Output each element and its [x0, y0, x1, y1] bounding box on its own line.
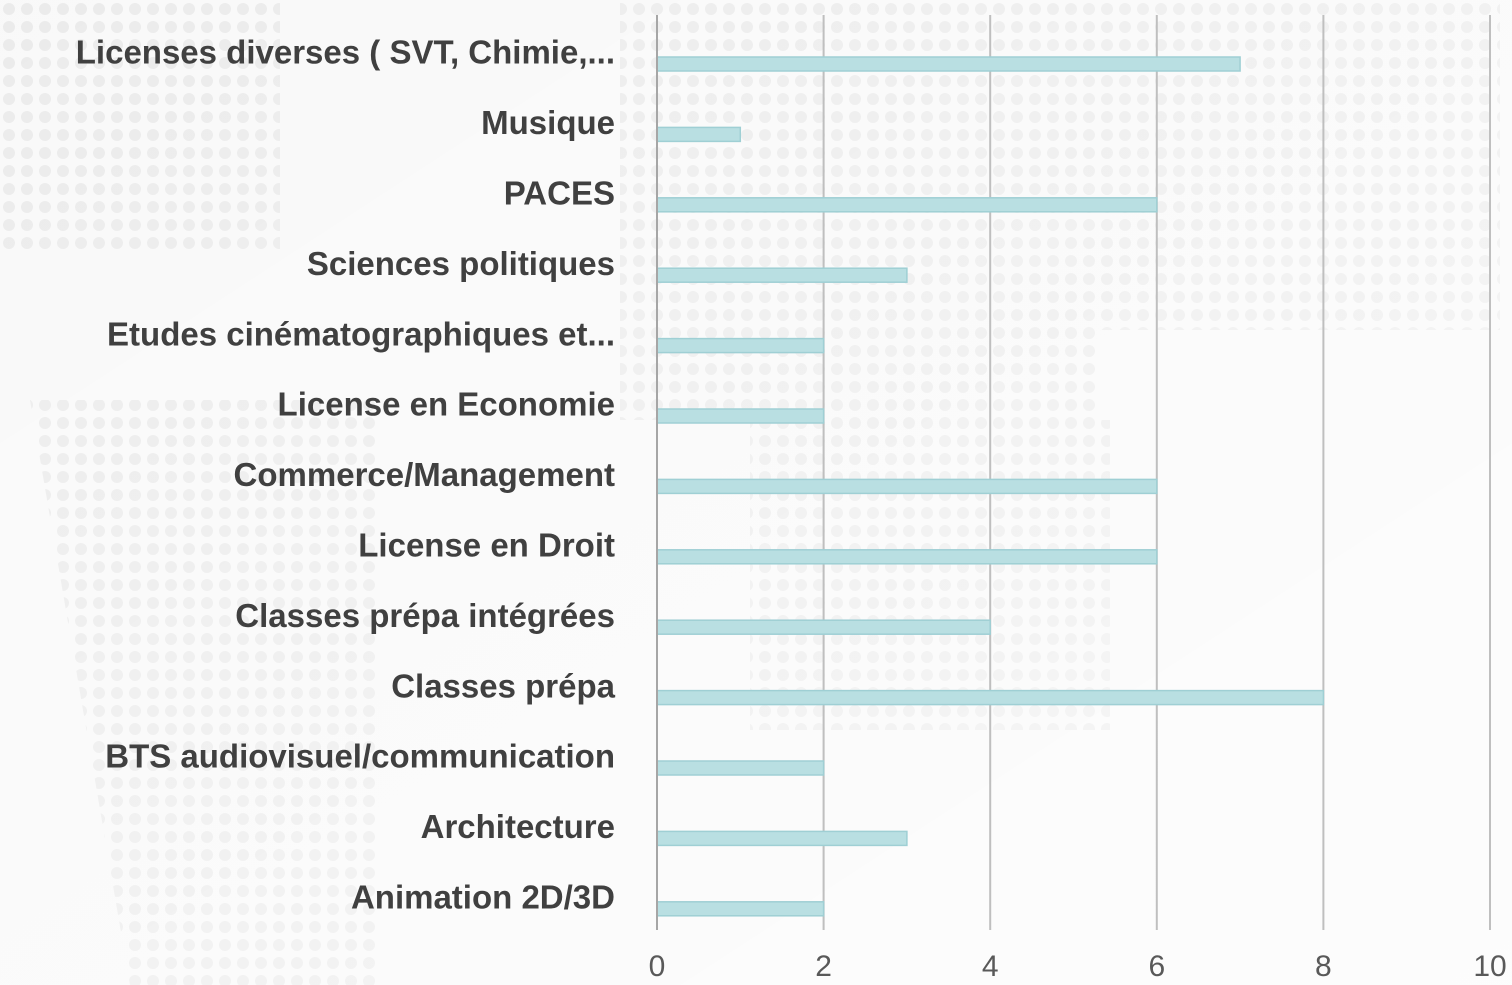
bar	[656, 549, 1158, 565]
y-tick-label: Etudes cinématographiques et...	[107, 315, 615, 352]
bar	[656, 760, 825, 776]
y-tick-label: License en Droit	[358, 527, 615, 564]
y-tick-label: Animation 2D/3D	[351, 879, 615, 916]
y-tick-label: PACES	[504, 175, 615, 212]
x-tick-label: 2	[815, 950, 832, 983]
bar	[656, 197, 1158, 213]
bar	[656, 126, 742, 143]
y-tick-label: Commerce/Management	[234, 456, 615, 493]
bar	[656, 901, 825, 917]
bar	[656, 267, 908, 283]
y-tick-label: BTS audiovisuel/communication	[105, 738, 615, 775]
bar	[656, 619, 991, 635]
bar	[656, 830, 908, 847]
y-tick-label: Licenses diverses ( SVT, Chimie,...	[76, 34, 615, 71]
bar	[656, 56, 1241, 72]
y-tick-label: Musique	[481, 104, 615, 141]
x-tick-label: 0	[649, 950, 666, 983]
y-tick-label: Classes prépa intégrées	[235, 597, 615, 634]
y-tick-label: License en Economie	[278, 386, 615, 423]
x-tick-label: 4	[982, 950, 999, 983]
x-tick-label: 6	[1148, 950, 1165, 983]
y-tick-label: Classes prépa	[391, 667, 615, 704]
bar	[656, 478, 1158, 495]
bar	[656, 689, 1325, 706]
y-tick-label: Sciences politiques	[307, 245, 615, 282]
x-tick-label: 8	[1315, 950, 1332, 983]
x-tick-label: 10	[1473, 950, 1506, 983]
bar	[656, 337, 825, 354]
bar	[656, 408, 825, 424]
y-tick-label: Architecture	[421, 808, 615, 845]
